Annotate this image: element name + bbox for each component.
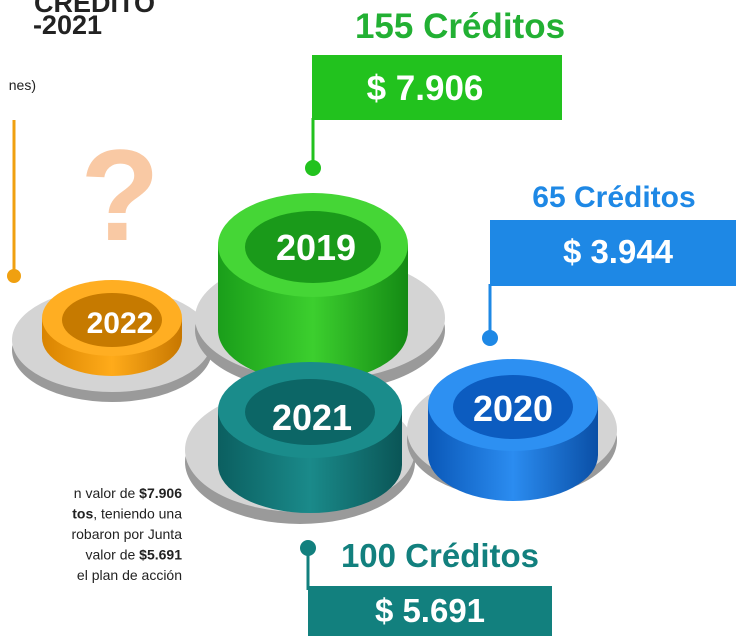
question-mark: ? [80, 122, 159, 268]
text-segment: , teniendo una [93, 506, 182, 522]
period: -2021 [33, 10, 102, 40]
credits-label: 100 Créditos [341, 537, 539, 574]
connector-dot [305, 160, 321, 176]
paragraph-line: n valor de $7.906 [74, 485, 182, 501]
credits-label: 65 Créditos [532, 181, 695, 214]
text-segment: el plan de acción [77, 567, 182, 583]
year-label: 2021 [272, 397, 352, 438]
connector-dot [482, 330, 498, 346]
paragraph-line: el plan de acción [77, 567, 182, 583]
text-segment: robaron por Junta [71, 526, 182, 542]
year-label: 2020 [473, 388, 553, 429]
connector-dot [7, 269, 21, 283]
credits-label: 155 Créditos [355, 7, 565, 46]
text-segment: $7.906 [139, 485, 182, 501]
amount-label: $ 5.691 [375, 592, 485, 629]
text-segment: $5.691 [139, 547, 182, 563]
paragraph: n valor de $7.906 tos, teniendo una robaro… [71, 485, 182, 583]
text-segment: valor de [85, 547, 139, 563]
paragraph-line: robaron por Junta [71, 526, 182, 542]
paragraph-line: tos, teniendo una [72, 506, 182, 522]
text-segment: n valor de [74, 485, 139, 501]
year-label: 2019 [276, 227, 356, 268]
unit: nes) [9, 77, 36, 93]
text-segment: tos [72, 506, 93, 522]
infographic: CRÉDITO -2021 nes) ? 2022 2019 2021 2020… [0, 0, 750, 640]
paragraph-line: valor de $5.691 [85, 547, 182, 563]
amount-label: $ 3.944 [563, 233, 674, 270]
amount-label: $ 7.906 [367, 69, 484, 108]
year-label: 2022 [87, 307, 154, 340]
